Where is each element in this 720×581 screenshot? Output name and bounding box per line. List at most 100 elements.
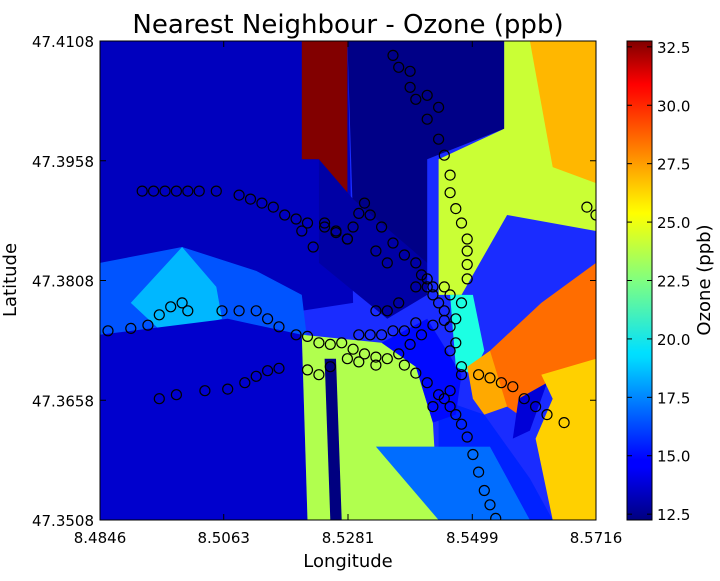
station-marker-134 [495,377,507,389]
station-marker-136 [518,393,530,405]
station-marker-19 [370,351,382,363]
station-marker-97 [347,221,359,233]
y-tick-label: 47.4108 [32,33,94,51]
heatmap-region-1 [347,41,505,279]
station-marker-4 [165,301,177,313]
station-marker-116 [341,233,353,245]
station-marker-128 [398,325,410,337]
station-marker-36 [301,364,314,376]
station-marker-93 [301,217,314,229]
station-marker-53 [484,499,496,511]
station-marker-66 [455,217,468,229]
station-marker-91 [279,209,291,221]
station-marker-34 [262,365,274,377]
station-marker-61 [438,305,450,317]
station-marker-131 [455,369,468,381]
station-marker-104 [410,257,422,269]
station-marker-23 [415,329,428,341]
station-marker-35 [273,362,285,374]
y-tick-label: 47.3808 [32,273,94,291]
station-marker-75 [393,61,405,73]
heatmap-region-3 [318,159,428,319]
station-marker-109 [444,289,456,301]
station-marker-70 [438,149,450,161]
station-marker-123 [438,281,450,293]
station-marker-107 [427,289,439,301]
station-marker-56 [438,393,450,405]
x-tick-label: 8.5281 [322,529,375,547]
station-marker-120 [410,281,422,293]
station-marker-2 [142,319,154,331]
station-marker-7 [216,305,228,317]
station-marker-8 [233,305,245,317]
station-marker-48 [455,418,468,430]
station-marker-124 [353,329,365,341]
station-marker-80 [136,185,148,197]
station-marker-49 [461,431,473,443]
station-marker-81 [148,185,160,197]
x-tick-label: 8.5063 [197,529,250,547]
station-marker-79 [433,101,445,113]
station-marker-24 [427,319,439,331]
station-marker-22 [404,338,416,350]
station-marker-28 [153,393,165,405]
station-marker-30 [199,385,211,397]
station-marker-57 [444,385,456,397]
station-marker-31 [222,383,234,395]
x-axis-label: Longitude [303,551,393,572]
station-marker-64 [461,245,473,257]
station-marker-29 [170,389,182,401]
station-marker-14 [313,337,325,349]
station-marker-10 [262,313,274,325]
heatmap-region-10 [324,358,342,520]
station-marker-132 [473,369,485,381]
station-marker-38 [324,361,336,373]
station-marker-126 [376,329,388,341]
station-marker-106 [421,281,433,293]
station-marker-127 [387,325,399,337]
station-marker-51 [473,466,485,478]
station-marker-32 [239,377,251,389]
station-marker-103 [398,249,410,261]
station-marker-26 [450,313,462,325]
station-marker-92 [290,213,302,225]
station-marker-118 [381,305,393,317]
station-marker-50 [467,448,479,461]
station-marker-54 [490,512,502,520]
station-marker-45 [433,389,445,401]
station-marker-74 [404,81,416,93]
station-marker-69 [444,169,456,181]
station-marker-40 [353,356,365,368]
station-marker-21 [393,348,405,360]
station-marker-68 [444,187,456,199]
heatmap-plot [100,41,596,520]
station-marker-1 [125,322,137,334]
station-marker-88 [244,193,257,205]
station-marker-85 [193,185,205,197]
station-marker-83 [170,185,182,197]
station-marker-110 [296,225,308,237]
heatmap-region-16 [490,262,596,415]
station-marker-122 [427,281,439,293]
station-marker-37 [313,369,325,381]
station-marker-76 [387,49,399,62]
station-marker-59 [450,337,462,349]
heatmap-region-18 [535,358,596,520]
station-marker-13 [301,330,314,342]
station-marker-113 [381,257,393,269]
station-marker-6 [182,305,194,317]
station-marker-129 [410,317,422,329]
heatmap-region-13 [381,318,462,423]
station-marker-58 [455,361,468,373]
colorbar-tick-label: 20.0 [657,331,690,349]
station-marker-46 [444,401,456,413]
colorbar-tick-label: 15.0 [657,448,690,466]
heatmap-region-0 [100,41,354,311]
station-marker-121 [421,273,433,285]
station-marker-102 [387,237,399,249]
station-marker-12 [290,329,302,341]
station-marker-17 [347,343,359,355]
station-marker-16 [336,337,348,349]
heatmap-region-5 [529,41,596,184]
heatmap-region-8 [100,318,308,520]
